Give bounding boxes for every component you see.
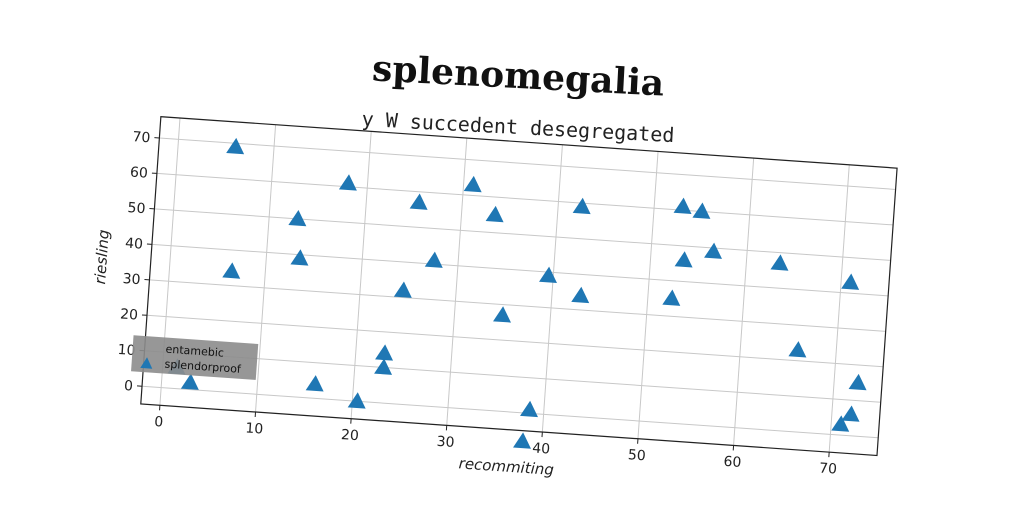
x-tick-label: 50 (627, 447, 646, 464)
y-gridline (159, 137, 896, 190)
data-point (539, 266, 557, 284)
y-gridline (146, 314, 884, 368)
data-point (180, 373, 199, 390)
legend-box (131, 335, 259, 380)
x-tick-label: 10 (245, 420, 264, 437)
data-point (424, 251, 443, 268)
data-point (374, 358, 393, 375)
legend-label: splendorproof (164, 358, 242, 376)
y-tick-label: 0 (124, 378, 134, 395)
data-point (841, 405, 860, 422)
data-point (841, 273, 860, 290)
x-gridline (446, 138, 468, 426)
data-point (662, 289, 681, 306)
legend-label: entamebic (165, 343, 224, 360)
x-tick-label: 70 (819, 460, 838, 477)
data-point (493, 306, 511, 323)
x-axis-label: recommiting (458, 454, 554, 479)
x-gridline (733, 158, 755, 446)
plot-frame (140, 116, 898, 457)
data-point (375, 344, 394, 361)
plot-area: 0 10 20 30 40 50 60 70 0 10 20 30 40 50 60 70 recommitin… (91, 116, 898, 479)
x-gridline (350, 131, 372, 419)
data-point (347, 392, 366, 409)
data-point (520, 400, 539, 418)
y-tick-label: 30 (122, 271, 141, 288)
data-point (409, 193, 428, 210)
y-tick-label: 50 (127, 200, 146, 217)
x-tick-label: 30 (436, 434, 455, 451)
legend-marker (140, 357, 153, 369)
x-tick-label: 60 (723, 454, 742, 471)
y-tick-label: 70 (132, 129, 151, 146)
y-tick-label: 10 (117, 342, 136, 359)
data-point (673, 197, 692, 215)
data-point (288, 209, 307, 227)
x-tick-label: 40 (532, 440, 551, 457)
y-tick-label: 60 (130, 165, 149, 182)
data-point (485, 205, 504, 223)
y-gridline (156, 172, 894, 226)
y-gridline (141, 385, 879, 439)
y-axis-label: riesling (91, 229, 113, 285)
y-gridline (149, 279, 886, 332)
x-gridline (637, 151, 659, 439)
data-point (290, 249, 309, 266)
data-point (572, 197, 591, 215)
y-gridline (144, 350, 881, 403)
y-tick-label: 40 (125, 236, 144, 253)
data-point (704, 242, 723, 259)
data-point (463, 175, 482, 193)
x-tick-label: 20 (340, 427, 359, 444)
data-point (788, 341, 807, 358)
data-point (226, 137, 245, 155)
y-gridline (154, 208, 891, 261)
x-tick-label: 0 (154, 414, 164, 431)
data-point (513, 432, 531, 449)
x-gridline (255, 124, 277, 413)
data-point (571, 286, 590, 304)
data-point (338, 174, 357, 191)
data-point (848, 373, 867, 391)
data-point (831, 415, 850, 432)
data-point (305, 375, 324, 392)
chart-title: splenomegalia (371, 47, 665, 104)
y-gridline (151, 243, 889, 297)
x-gridline (541, 144, 563, 433)
data-point (770, 254, 789, 271)
data-point (222, 262, 241, 279)
y-tick-label: 20 (120, 306, 139, 323)
x-gridline (828, 164, 850, 453)
data-point (393, 281, 412, 298)
data-point (674, 251, 693, 268)
data-point (692, 202, 711, 219)
